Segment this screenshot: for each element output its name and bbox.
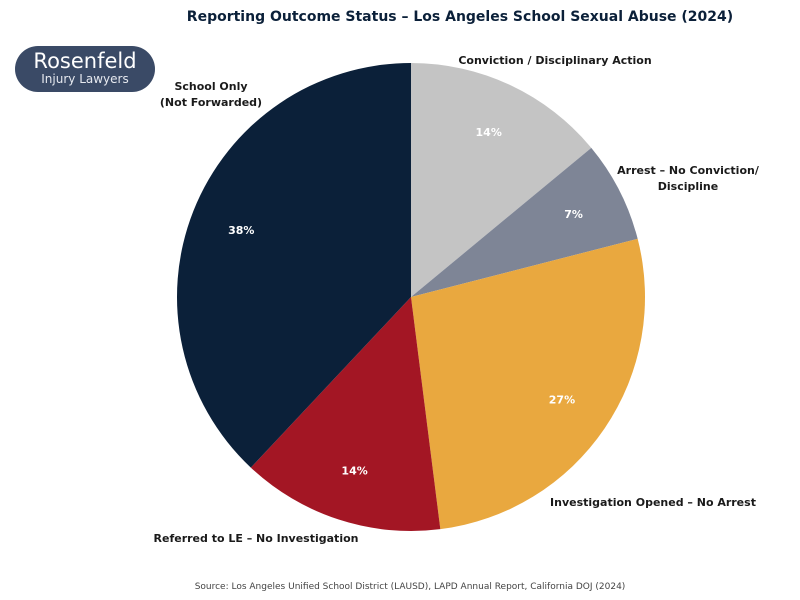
logo-line2: Injury Lawyers: [41, 72, 129, 86]
pie-slice: [411, 238, 645, 530]
source-note: Source: Los Angeles Unified School Distr…: [194, 582, 626, 592]
pie-slice: [250, 297, 441, 531]
slice-label: School Only: [174, 80, 247, 93]
pct-label: 7%: [564, 208, 583, 221]
rosenfeld-logo: Rosenfeld Injury Lawyers: [15, 46, 155, 92]
slice-label: (Not Forwarded): [160, 96, 262, 109]
slice-label: Discipline: [658, 180, 718, 193]
pie-slice: [411, 63, 592, 297]
pie-slice: [411, 147, 638, 297]
pct-label: 14%: [476, 126, 502, 139]
pct-label: 14%: [341, 465, 367, 478]
chart-title: Reporting Outcome Status – Los Angeles S…: [186, 9, 734, 25]
slice-label: Investigation Opened – No Arrest: [550, 496, 756, 509]
logo-line1: Rosenfeld: [33, 49, 137, 73]
pct-label: 38%: [228, 224, 254, 237]
slice-label: Referred to LE – No Investigation: [154, 532, 359, 545]
pie-slice: [177, 63, 411, 468]
slice-label: Arrest – No Conviction/: [617, 164, 760, 177]
slice-label: Conviction / Disciplinary Action: [458, 54, 651, 67]
pct-label: 27%: [549, 394, 575, 407]
